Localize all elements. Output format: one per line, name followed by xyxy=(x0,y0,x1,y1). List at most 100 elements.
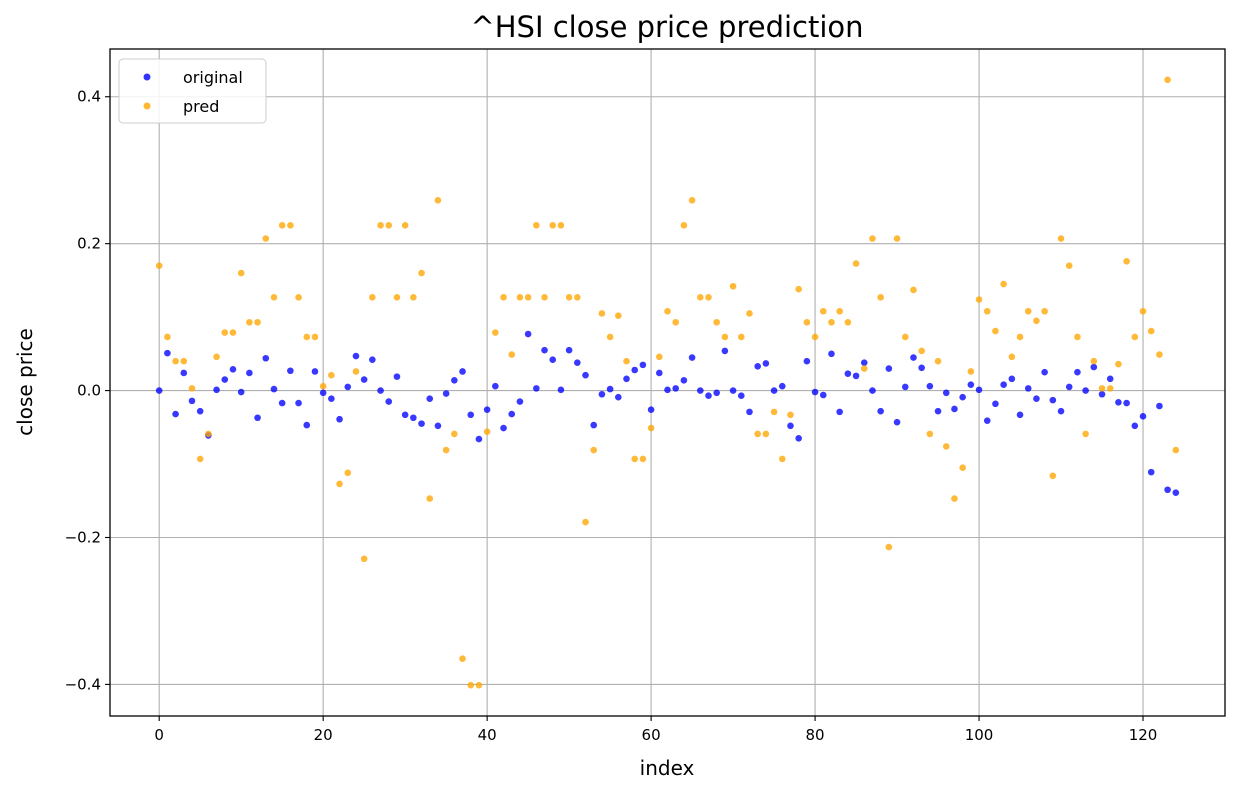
point-pred xyxy=(631,455,639,463)
point-original xyxy=(598,390,606,398)
point-original xyxy=(426,395,434,402)
point-original xyxy=(500,424,507,432)
legend-label-pred: pred xyxy=(183,97,219,116)
point-original xyxy=(639,361,647,369)
point-pred xyxy=(229,329,237,336)
point-original xyxy=(459,368,466,375)
point-original xyxy=(434,422,442,430)
point-pred xyxy=(918,347,925,355)
point-original xyxy=(647,406,655,413)
point-original xyxy=(180,369,188,377)
x-tick-label: 100 xyxy=(965,726,994,744)
point-original xyxy=(237,388,245,396)
point-original xyxy=(983,417,991,424)
point-original xyxy=(393,373,401,380)
point-original xyxy=(893,418,901,426)
point-pred xyxy=(688,197,696,204)
point-original xyxy=(385,398,393,405)
point-original xyxy=(910,354,917,361)
point-original xyxy=(574,359,581,366)
point-pred xyxy=(639,455,647,463)
point-pred xyxy=(508,351,516,358)
point-pred xyxy=(246,318,253,326)
chart-title: ^HSI close price prediction xyxy=(470,10,863,44)
point-pred xyxy=(1106,385,1114,392)
point-pred xyxy=(352,368,360,375)
point-pred xyxy=(541,293,548,301)
point-pred xyxy=(524,293,532,301)
point-pred xyxy=(656,353,663,361)
point-pred xyxy=(787,411,794,419)
point-pred xyxy=(1057,235,1065,242)
legend-label-original: original xyxy=(183,68,243,87)
point-original xyxy=(975,386,983,394)
point-pred xyxy=(1041,307,1048,315)
point-pred xyxy=(778,455,786,463)
point-original xyxy=(451,376,458,384)
point-original xyxy=(918,364,925,372)
point-pred xyxy=(196,455,204,463)
point-pred xyxy=(983,307,991,315)
point-pred xyxy=(934,357,942,365)
point-original xyxy=(860,359,868,366)
point-original xyxy=(590,421,598,429)
point-pred xyxy=(385,221,393,229)
point-pred xyxy=(926,430,934,438)
y-tick-label: 0.4 xyxy=(77,88,101,106)
point-pred xyxy=(1156,351,1163,358)
point-pred xyxy=(582,518,589,526)
point-original xyxy=(778,382,786,390)
point-pred xyxy=(737,333,745,341)
point-pred xyxy=(565,293,573,301)
point-original xyxy=(336,415,343,423)
point-original xyxy=(951,405,958,413)
point-pred xyxy=(615,312,622,319)
point-original xyxy=(959,393,966,401)
point-original xyxy=(713,389,720,397)
point-pred xyxy=(811,333,819,341)
legend: original pred xyxy=(118,58,267,124)
x-tick-label: 40 xyxy=(478,726,497,744)
point-pred xyxy=(172,357,179,365)
point-pred xyxy=(1164,76,1171,84)
legend-marker-pred xyxy=(143,102,151,110)
point-pred xyxy=(1074,333,1081,341)
point-original xyxy=(754,363,761,370)
point-original xyxy=(221,376,229,383)
x-tick-label: 60 xyxy=(642,726,661,744)
y-tick-label: 0.2 xyxy=(77,235,101,253)
point-pred xyxy=(680,221,688,229)
point-pred xyxy=(1008,353,1016,361)
x-tick-label: 80 xyxy=(806,726,825,744)
point-original xyxy=(516,398,524,405)
legend-marker-original xyxy=(143,73,151,81)
point-original xyxy=(1041,368,1048,376)
point-original xyxy=(1172,489,1180,496)
point-original xyxy=(631,366,639,374)
point-pred xyxy=(1123,257,1130,265)
point-original xyxy=(287,367,294,375)
point-pred xyxy=(746,310,753,317)
point-original xyxy=(213,386,220,394)
point-pred xyxy=(451,430,458,438)
point-pred xyxy=(410,293,417,301)
legend-box xyxy=(118,58,267,124)
point-original xyxy=(934,407,942,415)
point-original xyxy=(508,410,516,418)
point-pred xyxy=(303,333,311,341)
point-original xyxy=(942,389,950,397)
point-original xyxy=(360,376,368,383)
point-pred xyxy=(500,293,507,301)
point-original xyxy=(844,370,852,377)
point-pred xyxy=(459,655,466,663)
point-original xyxy=(1098,390,1106,398)
point-original xyxy=(705,392,712,400)
point-pred xyxy=(590,446,598,454)
point-pred xyxy=(205,430,212,438)
point-pred xyxy=(942,443,950,450)
point-original xyxy=(401,411,409,419)
point-pred xyxy=(729,282,737,290)
point-original xyxy=(369,356,376,364)
point-pred xyxy=(270,293,278,301)
